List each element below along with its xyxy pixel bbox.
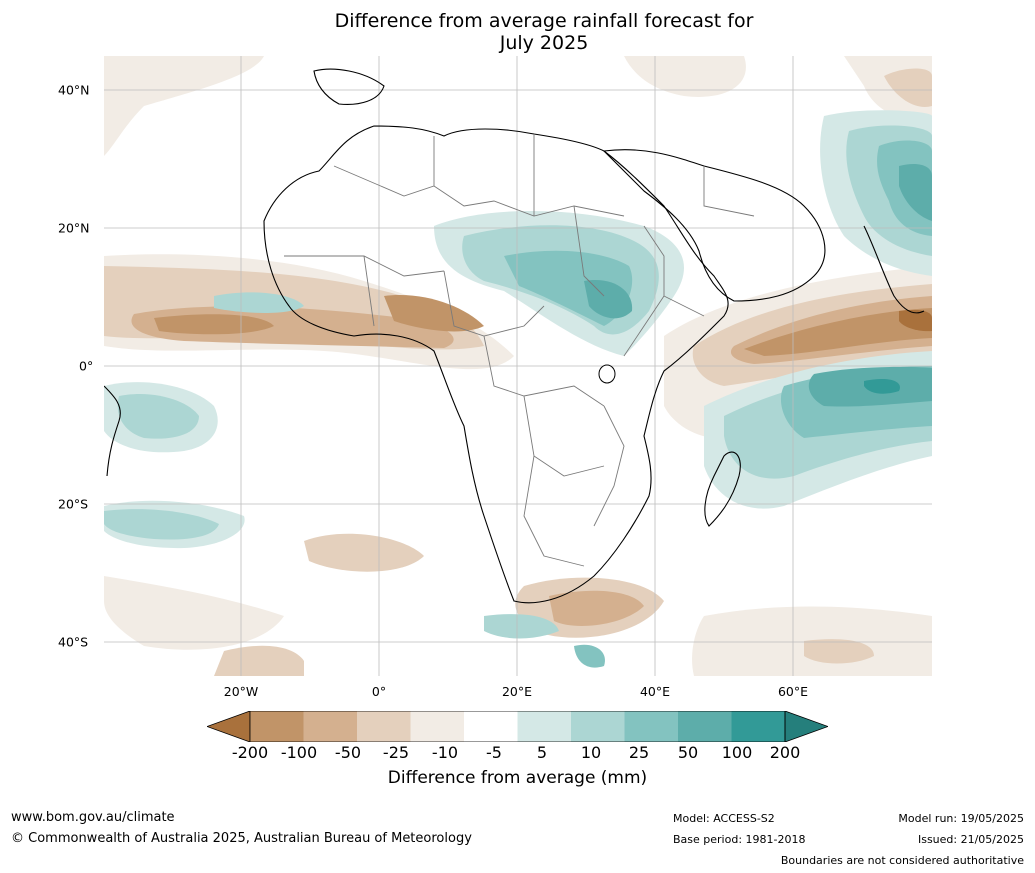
boundaries-disclaimer: Boundaries are not considered authoritat… [780,854,1024,867]
colorbar-cell [303,711,357,742]
issued-date: Issued: 21/05/2025 [917,833,1024,846]
colorbar-tick: -50 [334,743,362,762]
national-borders [284,134,755,567]
colorbar-title: Difference from average (mm) [387,768,648,788]
lakes [598,364,616,384]
colorbar-cell [517,711,571,742]
colorbar-cell [250,711,304,742]
colorbar-cell [571,711,625,742]
colorbar-tick: -10 [431,743,459,762]
x-label-20w: 20°W [223,684,259,699]
y-label-0: 0° [79,358,94,374]
colorbar-cell [410,711,464,742]
colorbar-extend-low [207,711,251,742]
colorbar-tick: -5 [486,743,502,762]
coastlines [104,68,925,604]
copyright: © Commonwealth of Australia 2025, Austra… [11,831,472,846]
wet-anomaly-regions [104,110,932,668]
colorbar-cell [357,711,411,742]
colorbar-tick: 5 [536,743,548,762]
colorbar-tick: -200 [231,743,269,762]
y-label-20n: 20°N [58,220,90,236]
colorbar-cell [624,711,678,742]
rainfall-anomaly-map [104,56,932,676]
colorbar-tick: 10 [580,743,602,762]
x-label-60e: 60°E [777,684,809,699]
colorbar-tick: -100 [280,743,318,762]
colorbar-tick: 50 [677,743,699,762]
colorbar-tick: 100 [721,743,753,762]
x-label-20e: 20°E [501,684,533,699]
website-link[interactable]: www.bom.gov.au/climate [11,810,175,825]
colorbar-tick: 200 [769,743,801,762]
map-title: Difference from average rainfall forecas… [0,10,1035,54]
colorbar-cell [678,711,732,742]
x-label-40e: 40°E [639,684,671,699]
model-run: Model run: 19/05/2025 [898,812,1024,825]
y-label-40s: 40°S [58,634,89,650]
base-period: Base period: 1981-2018 [673,833,806,846]
colorbar-extend-high [784,711,828,742]
colorbar [207,711,828,742]
x-label-0: 0° [371,684,387,699]
y-label-40n: 40°N [58,82,90,98]
colorbar-cell [731,711,785,742]
dry-anomaly-regions [104,56,932,676]
title-line-2: July 2025 [499,32,589,54]
model-name: Model: ACCESS-S2 [673,812,775,825]
colorbar-cell [464,711,518,742]
y-label-20s: 20°S [58,496,89,512]
graticule [104,56,932,676]
colorbar-tick: 25 [628,743,650,762]
title-line-1: Difference from average rainfall forecas… [334,10,754,32]
colorbar-tick: -25 [382,743,410,762]
colorbar-frame [249,711,786,742]
